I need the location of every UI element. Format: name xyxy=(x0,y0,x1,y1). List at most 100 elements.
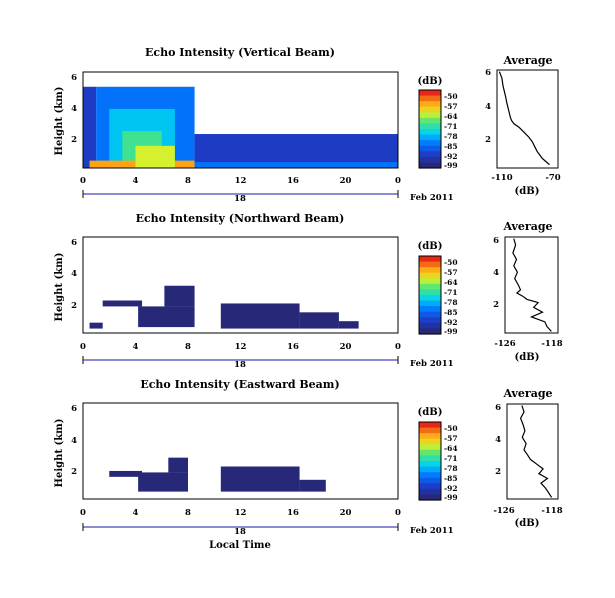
colorbar-frame xyxy=(418,421,442,501)
colorbar-swatch xyxy=(419,117,441,125)
colorbar-unit: (dB) xyxy=(418,407,443,418)
colorbar-swatch xyxy=(419,129,441,136)
colorbar-swatch xyxy=(419,449,441,457)
colorbar-tick-label: -50 xyxy=(444,258,458,267)
colorbar-tick-label: -64 xyxy=(444,444,458,453)
profile-x-tick: -118 xyxy=(541,506,562,516)
x-tick-label: 20 xyxy=(340,508,352,518)
colorbar-tick-label: -64 xyxy=(444,112,458,121)
colorbar-tick-label: -64 xyxy=(444,278,458,287)
date-label: Feb 2011 xyxy=(410,193,454,203)
y-axis-ticks: 2 4 6 xyxy=(71,73,77,145)
colorbar-swatch xyxy=(419,488,441,496)
colorbar-swatch xyxy=(419,455,441,462)
colorbar-swatch xyxy=(419,140,441,147)
heatmap-cell xyxy=(338,321,359,329)
colorbar-swatch xyxy=(419,156,441,164)
x-tick-label: 8 xyxy=(185,176,191,186)
panel-vertical: Echo Intensity (Vertical Beam) 0 4 8 12 … xyxy=(54,46,561,204)
colorbar-swatch xyxy=(419,477,441,484)
profile-line-area xyxy=(498,71,550,166)
colorbar-swatch xyxy=(419,295,441,302)
y-axis-label: Height (km) xyxy=(54,253,65,322)
profile-frame xyxy=(496,69,559,169)
colorbar-swatch xyxy=(419,306,441,313)
y-axis-ticks: 2 4 6 xyxy=(71,404,77,477)
y-tick-label: 2 xyxy=(71,135,77,145)
profile-y-tick: 2 xyxy=(485,135,491,145)
colorbar-tick-label: -57 xyxy=(444,102,458,111)
colorbar-swatch xyxy=(419,311,441,318)
heatmap-cell xyxy=(220,303,300,329)
colorbar-swatch xyxy=(419,95,441,102)
colorbar-swatch xyxy=(419,317,441,324)
profile-y-tick: 6 xyxy=(493,236,499,246)
x-tick-label: 8 xyxy=(185,508,191,518)
heatmap-cell xyxy=(220,466,300,492)
x-tick-label: 16 xyxy=(287,342,299,352)
x-axis-ticks: 0 4 8 12 16 20 0 xyxy=(80,342,401,352)
y-tick-label: 2 xyxy=(71,301,77,311)
colorbar-swatch xyxy=(419,494,441,501)
colorbar-swatch xyxy=(419,433,441,440)
colorbar-swatch xyxy=(419,278,441,285)
colorbar-tick-label: -78 xyxy=(444,132,458,141)
colorbar-swatch xyxy=(419,267,441,274)
profile-line-area xyxy=(519,405,553,498)
x-tick-label: 0 xyxy=(395,176,401,186)
x-tick-label: 8 xyxy=(185,342,191,352)
x-tick-label: 0 xyxy=(80,176,86,186)
heatmap-cell xyxy=(194,162,398,168)
profile-y-tick: 6 xyxy=(495,403,501,413)
profile-line xyxy=(519,405,553,498)
y-axis-label: Height (km) xyxy=(54,419,65,488)
profile-x-tick: -110 xyxy=(491,173,512,183)
x-tick-label: 12 xyxy=(235,508,247,518)
profile-x-tick: -70 xyxy=(545,173,560,183)
colorbar-tick-label: -71 xyxy=(444,122,458,131)
y-tick-label: 4 xyxy=(71,104,77,114)
x-tick-label: 4 xyxy=(133,342,139,352)
colorbar-frame xyxy=(418,255,442,335)
colorbar-unit: (dB) xyxy=(418,241,443,252)
colorbar-tick-label: -99 xyxy=(444,327,458,336)
colorbar-swatch xyxy=(419,145,441,152)
profile-x-tick: -126 xyxy=(494,339,515,349)
colorbar-swatch xyxy=(419,272,441,279)
colorbar-swatch xyxy=(419,90,441,97)
colorbar xyxy=(418,89,442,169)
day-label: 18 xyxy=(234,527,246,537)
x-tick-label: 20 xyxy=(340,176,352,186)
profile-x-label: (dB) xyxy=(515,186,540,197)
heatmap-area xyxy=(109,457,326,492)
heatmap-cell xyxy=(102,300,143,307)
colorbar-swatch xyxy=(419,300,441,307)
colorbar-swatch xyxy=(419,106,441,113)
heatmap-cell xyxy=(194,134,398,166)
profile-y-tick: 2 xyxy=(493,300,499,310)
colorbar-swatch xyxy=(419,162,441,169)
heatmap-cell xyxy=(299,312,339,329)
profile-y-tick: 4 xyxy=(493,268,499,278)
profile-y-tick: 6 xyxy=(485,68,491,78)
profile-title: Average xyxy=(502,54,552,67)
colorbar-swatch xyxy=(419,328,441,335)
profile-x-label: (dB) xyxy=(515,518,540,529)
profile-x-label: (dB) xyxy=(515,352,540,363)
date-label: Feb 2011 xyxy=(410,359,454,369)
x-tick-label: 20 xyxy=(340,342,352,352)
colorbar-swatch xyxy=(419,466,441,473)
day-label: 18 xyxy=(234,360,246,370)
x-tick-label: 12 xyxy=(235,176,247,186)
colorbar-tick-label: -92 xyxy=(444,484,458,493)
colorbar-tick-label: -71 xyxy=(444,454,458,463)
colorbar-swatch xyxy=(419,483,441,490)
colorbar-frame xyxy=(418,89,442,169)
y-axis-label: Height (km) xyxy=(54,87,65,156)
x-tick-label: 0 xyxy=(80,508,86,518)
colorbar-ticks: -50 -57 -64 -71 -78 -85 -92 -99 xyxy=(444,424,458,502)
heatmap-cell xyxy=(138,472,188,492)
colorbar-swatch xyxy=(419,123,441,130)
profile-line xyxy=(498,71,550,166)
